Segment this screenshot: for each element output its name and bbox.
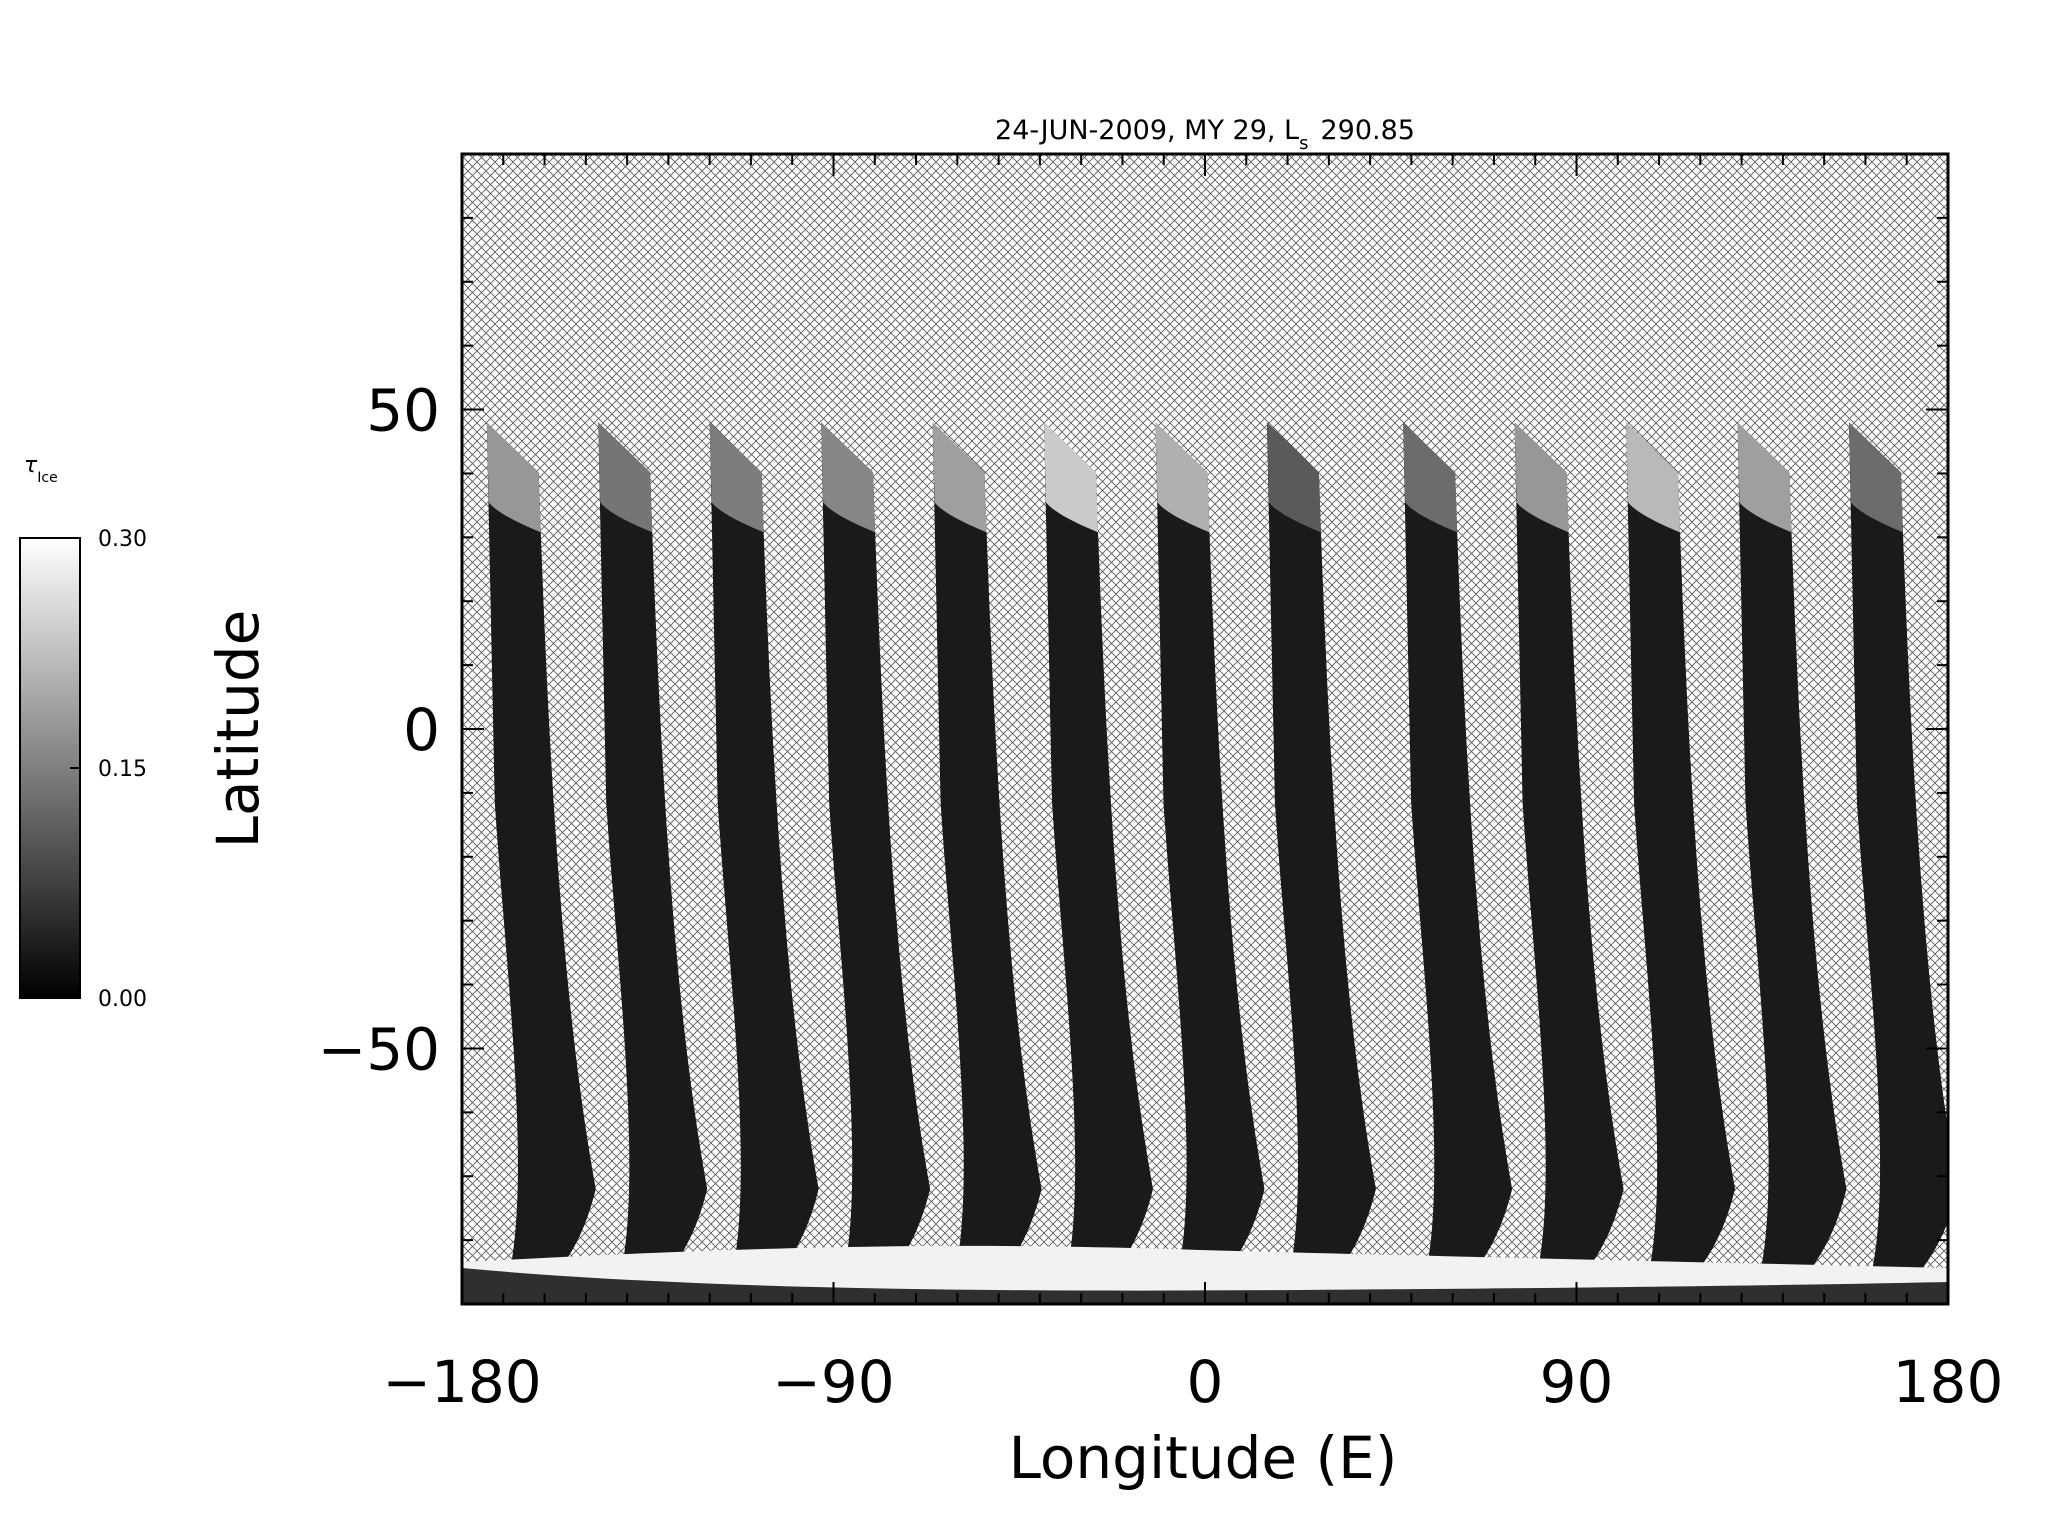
x-tick-label: −180 <box>382 1348 541 1416</box>
x-tick-label: −90 <box>772 1348 894 1416</box>
colorbar-label-subscript: Ice <box>37 470 57 486</box>
swath-ice-cap <box>1403 422 1458 533</box>
colorbar-tick-label: 0.30 <box>98 527 147 552</box>
orbit-swath <box>709 422 819 1304</box>
swath-ice-cap <box>598 422 653 533</box>
orbit-swath <box>1266 422 1376 1304</box>
y-tick-labels: 50 0 −50 <box>318 377 440 1084</box>
swath-ice-cap <box>1626 422 1681 533</box>
orbit-swath <box>598 422 708 1304</box>
swath-ice-cap <box>486 422 541 533</box>
x-tick-label: 0 <box>1187 1348 1224 1416</box>
swath-ice-cap <box>1514 422 1569 533</box>
x-tick-label: 90 <box>1540 1348 1614 1416</box>
orbit-swath <box>486 422 596 1304</box>
orbit-swath <box>1044 422 1154 1304</box>
swath-ice-cap <box>932 422 987 533</box>
colorbar-tick-label: 0.15 <box>98 757 147 782</box>
swath-ice-cap <box>821 422 876 533</box>
swath-ice-cap <box>1155 422 1210 533</box>
swath-ice-cap <box>1044 422 1099 533</box>
y-axis-label: Latitude <box>204 610 272 849</box>
orbit-swath <box>821 422 931 1304</box>
title-value: 290.85 <box>1321 115 1415 146</box>
colorbar-label: τIce <box>24 453 58 486</box>
title-subscript: s <box>1299 133 1308 154</box>
swath-ice-cap <box>1266 422 1321 533</box>
orbit-swath <box>1403 422 1513 1304</box>
colorbar-ticks: 0.00 0.15 0.30 <box>70 527 147 1012</box>
orbit-swath <box>1848 422 1948 1304</box>
swath-ice-cap <box>709 422 764 533</box>
orbit-swath <box>1626 422 1736 1304</box>
chart-title: 24-JUN-2009, MY 29, Ls 290.85 <box>995 115 1415 154</box>
colorbar-tick-label: 0.00 <box>98 987 147 1012</box>
orbit-swath <box>1514 422 1624 1304</box>
x-tick-label: 180 <box>1893 1348 2004 1416</box>
x-axis-label: Longitude (E) <box>1009 1424 1398 1492</box>
y-tick-label: 50 <box>366 377 440 445</box>
y-tick-label: −50 <box>318 1015 440 1083</box>
orbit-swaths <box>486 422 1948 1304</box>
orbit-swath <box>1737 422 1847 1304</box>
x-tick-labels: −180 −90 0 90 180 <box>382 1348 2003 1416</box>
swath-ice-cap <box>1737 422 1792 533</box>
y-tick-label: 0 <box>403 696 440 764</box>
orbit-swath <box>1155 422 1265 1304</box>
orbit-swath <box>932 422 1042 1304</box>
swath-ice-cap <box>1848 422 1903 533</box>
minor-ticks <box>461 153 1949 1305</box>
